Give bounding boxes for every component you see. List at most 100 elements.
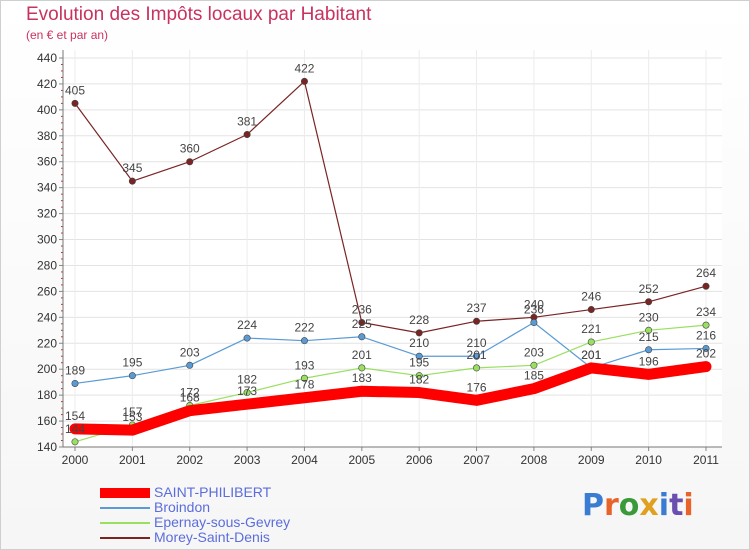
data-point [184,405,195,416]
data-point [71,379,79,387]
data-point [415,372,423,380]
data-point [587,306,595,314]
data-label: 234 [696,305,716,319]
x-tick-label: 2011 [693,453,719,467]
data-point [358,333,366,341]
data-label: 183 [352,371,372,385]
data-point [645,298,653,306]
x-tick-label: 2010 [635,453,662,467]
data-label: 144 [65,422,85,436]
data-point [530,361,538,369]
data-label: 201 [467,348,487,362]
data-point [128,372,136,380]
data-label: 246 [581,290,601,304]
data-point [473,317,481,325]
plot-area [63,50,722,447]
data-point [186,158,194,166]
data-point [128,177,136,185]
data-point [243,334,251,342]
logo-letter: x [639,488,659,523]
legend-item-morey-saint-denis: Morey-Saint-Denis [100,530,290,545]
data-point [645,326,653,334]
legend-item-epernay-sous-gevrey: Epernay-sous-Gevrey [100,515,290,530]
y-tick-label: 140 [37,440,57,454]
data-point [242,399,253,410]
data-label: 182 [237,373,257,387]
x-tick-label: 2008 [521,453,548,467]
series-line-3 [74,80,707,334]
data-label: 230 [639,310,659,324]
logo-letter: i [658,488,670,523]
data-point [414,387,425,398]
data-point [702,321,710,329]
data-label: 210 [409,336,429,350]
data-label: 201 [581,348,601,362]
data-point [587,338,595,346]
data-point [243,131,251,139]
data-label: 202 [696,347,716,361]
legend-swatch [100,487,150,498]
legend-item-broindon: Broindon [100,500,290,515]
data-label: 178 [294,378,314,392]
legend-label: SAINT-PHILIBERT [154,484,272,500]
x-tick-label: 2002 [176,453,203,467]
x-tick-label: 2003 [234,453,261,467]
data-label: 172 [180,386,200,400]
data-label: 222 [294,321,314,335]
logo-letter: t [669,488,684,523]
data-point [299,392,310,403]
data-label: 203 [524,345,544,359]
y-tick-label: 360 [37,155,57,169]
legend-label: Epernay-sous-Gevrey [154,514,291,530]
data-label: 215 [639,330,659,344]
y-tick-label: 340 [37,181,57,195]
data-point [70,423,80,434]
x-tick-label: 2007 [463,453,490,467]
data-label: 225 [352,317,372,331]
legend-label: Morey-Saint-Denis [154,529,270,545]
y-tick-label: 320 [37,207,57,221]
data-label: 153 [122,410,142,424]
data-label: 176 [467,380,487,394]
data-label: 195 [409,356,429,370]
data-label: 157 [122,405,142,419]
data-label: 201 [352,348,372,362]
logo-letter: i [683,488,694,523]
data-label: 173 [237,384,257,398]
data-point [300,374,308,382]
data-label: 182 [409,373,429,387]
x-tick-label: 2009 [578,453,605,467]
data-point [358,364,366,372]
data-label: 237 [467,301,487,315]
y-tick-label: 160 [37,414,57,428]
x-tick-label: 2006 [406,453,433,467]
legend-swatch [100,506,150,509]
data-point [71,438,79,446]
data-label: 405 [65,83,85,97]
data-label: 201 [581,348,601,362]
data-label: 360 [180,142,200,156]
data-point [702,282,710,290]
data-point [300,77,308,85]
data-label: 236 [524,303,544,317]
chart-subtitle: (en € et par an) [26,28,109,42]
data-label: 236 [352,303,372,317]
data-point [127,425,138,436]
data-point [530,319,538,327]
data-label: 210 [467,336,487,350]
data-point [415,329,423,337]
data-point [528,383,539,394]
y-tick-label: 260 [37,284,57,298]
data-label: 228 [409,313,429,327]
data-point [701,361,711,372]
y-tick-label: 400 [37,103,57,117]
x-tick-label: 2004 [291,453,318,467]
data-label: 264 [696,266,716,280]
data-label: 189 [65,363,85,377]
data-label: 185 [524,369,544,383]
chart-legend: SAINT-PHILIBERT Broindon Epernay-sous-Ge… [100,485,290,545]
y-tick-label: 220 [37,336,57,350]
y-tick-label: 440 [37,51,57,65]
y-tick-label: 420 [37,77,57,91]
data-point [702,344,710,352]
